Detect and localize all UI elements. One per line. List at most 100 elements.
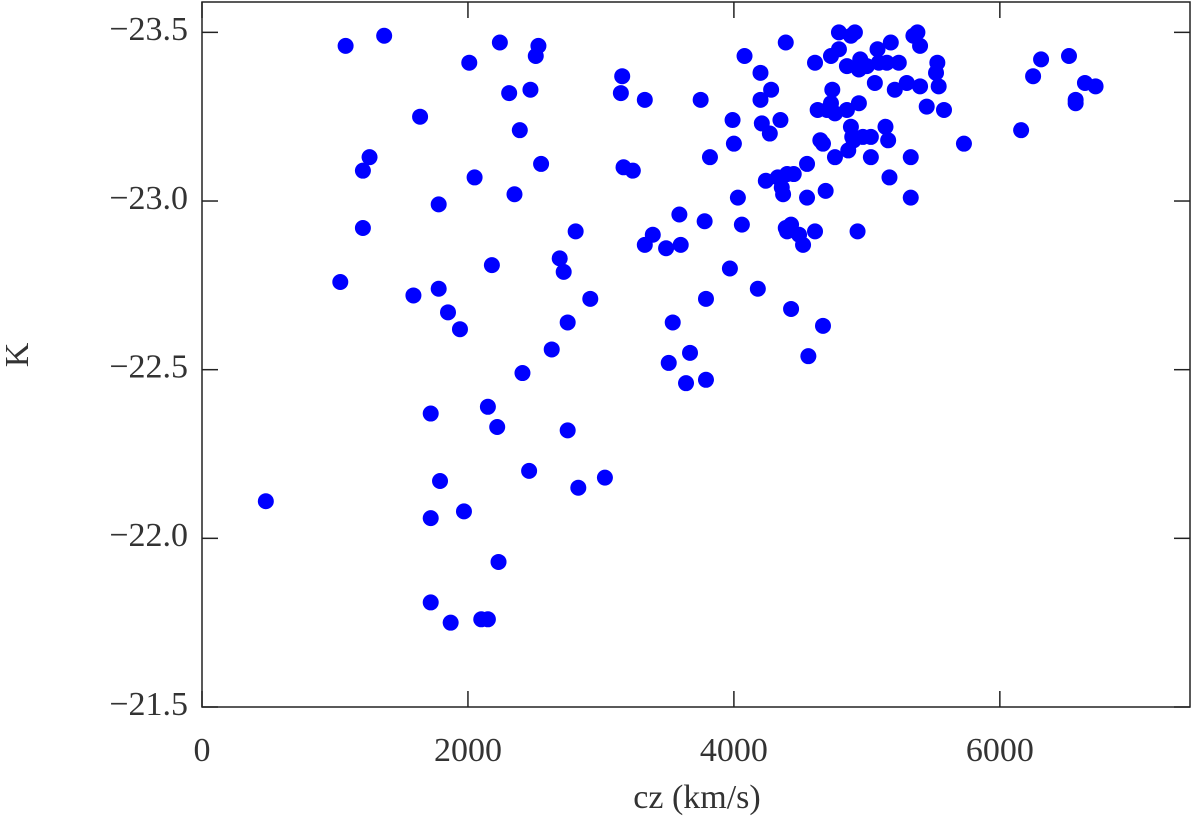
- scatter-point: [466, 169, 483, 186]
- scatter-point: [846, 24, 863, 41]
- x-axis-label: cz (km/s): [633, 779, 760, 816]
- y-axis-label: K: [0, 342, 36, 367]
- scatter-point: [772, 112, 789, 129]
- scatter-point: [636, 91, 653, 108]
- scatter-point: [479, 611, 496, 628]
- scatter-point: [489, 419, 506, 436]
- scatter-point: [886, 81, 903, 98]
- scatter-point: [955, 135, 972, 152]
- scatter-point: [422, 510, 439, 527]
- scatter-point: [775, 186, 792, 203]
- x-tick-label: 4000: [700, 732, 768, 769]
- scatter-point: [752, 64, 769, 81]
- scatter-point: [697, 290, 714, 307]
- scatter-point: [799, 189, 816, 206]
- y-tick-label: −23.5: [109, 11, 188, 48]
- y-tick-label: −21.5: [109, 686, 188, 723]
- scatter-point: [807, 54, 824, 71]
- scatter-point: [479, 398, 496, 415]
- scatter-point: [1025, 68, 1042, 85]
- scatter-point: [881, 169, 898, 186]
- scatter-point: [1013, 122, 1030, 139]
- scatter-point: [582, 290, 599, 307]
- scatter-point: [506, 186, 523, 203]
- scatter-point: [761, 125, 778, 142]
- scatter-point: [785, 166, 802, 183]
- scatter-point: [912, 78, 929, 95]
- plot-frame: [201, 1, 1191, 708]
- scatter-point: [850, 95, 867, 112]
- scatter-point: [559, 314, 576, 331]
- scatter-point: [442, 614, 459, 631]
- scatter-point: [880, 132, 897, 149]
- scatter-point: [332, 273, 349, 290]
- scatter-point: [1087, 78, 1104, 95]
- scatter-point: [749, 280, 766, 297]
- scatter-point: [878, 54, 895, 71]
- scatter-point: [614, 68, 631, 85]
- y-tick-label: −23.0: [109, 180, 188, 217]
- scatter-point: [799, 155, 816, 172]
- scatter-point: [678, 375, 695, 392]
- scatter-point: [721, 260, 738, 277]
- scatter-point: [814, 135, 831, 152]
- scatter-point: [511, 122, 528, 139]
- scatter-point: [644, 226, 661, 243]
- scatter-point: [736, 47, 753, 64]
- scatter-point: [490, 553, 507, 570]
- scatter-point: [869, 41, 886, 58]
- scatter-point: [660, 354, 677, 371]
- scatter-point: [1033, 51, 1050, 68]
- scatter-point: [455, 503, 472, 520]
- scatter-point: [849, 223, 866, 240]
- scatter-point: [826, 149, 843, 166]
- scatter-point: [902, 149, 919, 166]
- x-tick-label: 2000: [434, 732, 502, 769]
- scatter-point: [570, 479, 587, 496]
- scatter-point: [862, 149, 879, 166]
- scatter-point: [795, 236, 812, 253]
- scatter-point: [361, 149, 378, 166]
- scatter-point: [724, 112, 741, 129]
- scatter-point: [909, 24, 926, 41]
- scatter-point: [430, 280, 447, 297]
- scatter-point: [430, 196, 447, 213]
- scatter-point: [877, 118, 894, 135]
- scatter-point: [1060, 47, 1077, 64]
- scatter-point: [807, 223, 824, 240]
- scatter-point: [902, 189, 919, 206]
- scatter-point: [930, 78, 947, 95]
- scatter-point: [514, 365, 531, 382]
- scatter-point: [354, 162, 371, 179]
- scatter-point: [451, 321, 468, 338]
- scatter-point: [696, 213, 713, 230]
- scatter-point: [596, 469, 613, 486]
- scatter-point: [814, 317, 831, 334]
- scatter-point: [551, 250, 568, 267]
- scatter-point: [882, 34, 899, 51]
- scatter-point: [559, 422, 576, 439]
- scatter-point: [817, 182, 834, 199]
- scatter-point: [376, 27, 393, 44]
- scatter-point: [440, 304, 457, 321]
- scatter-point: [567, 223, 584, 240]
- scatter-point: [800, 348, 817, 365]
- scatter-point: [491, 34, 508, 51]
- scatter-point: [682, 344, 699, 361]
- y-tick-label: −22.0: [109, 517, 188, 554]
- scatter-point: [530, 37, 547, 54]
- scatter-point: [1067, 95, 1084, 112]
- scatter-point: [752, 91, 769, 108]
- scatter-point: [422, 594, 439, 611]
- scatter-point: [521, 462, 538, 479]
- scatter-point: [412, 108, 429, 125]
- scatter-point: [935, 101, 952, 118]
- scatter-point: [763, 81, 780, 98]
- scatter-point: [733, 216, 750, 233]
- scatter-point: [612, 85, 629, 102]
- scatter-point: [912, 37, 929, 54]
- scatter-point: [354, 220, 371, 237]
- scatter-point: [672, 236, 689, 253]
